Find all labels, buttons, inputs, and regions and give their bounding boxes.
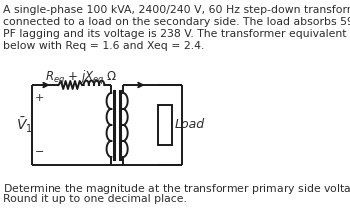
Text: $R_{eq}$ + $jX_{eq}$ $\Omega$: $R_{eq}$ + $jX_{eq}$ $\Omega$ [45, 69, 118, 87]
Text: Round it up to one decimal place.: Round it up to one decimal place. [3, 194, 187, 204]
Text: Determine the magnitude at the transformer primary side voltage, $V_1$, in V.: Determine the magnitude at the transform… [3, 182, 350, 196]
Text: −: − [35, 147, 44, 157]
Text: below with Req = 1.6 and Xeq = 2.4.: below with Req = 1.6 and Xeq = 2.4. [3, 41, 204, 51]
Text: A single-phase 100 kVA, 2400/240 V, 60 Hz step-down transformer is: A single-phase 100 kVA, 2400/240 V, 60 H… [3, 5, 350, 15]
Text: Load: Load [175, 118, 205, 132]
Text: connected to a load on the secondary side. The load absorbs 59 kVA at 0.9: connected to a load on the secondary sid… [3, 17, 350, 27]
Text: $\bar{V}_1$: $\bar{V}_1$ [16, 115, 33, 135]
Text: +: + [35, 93, 44, 103]
Text: PF lagging and its voltage is 238 V. The transformer equivalent circuit is: PF lagging and its voltage is 238 V. The… [3, 29, 350, 39]
Bar [158, 105, 172, 145]
